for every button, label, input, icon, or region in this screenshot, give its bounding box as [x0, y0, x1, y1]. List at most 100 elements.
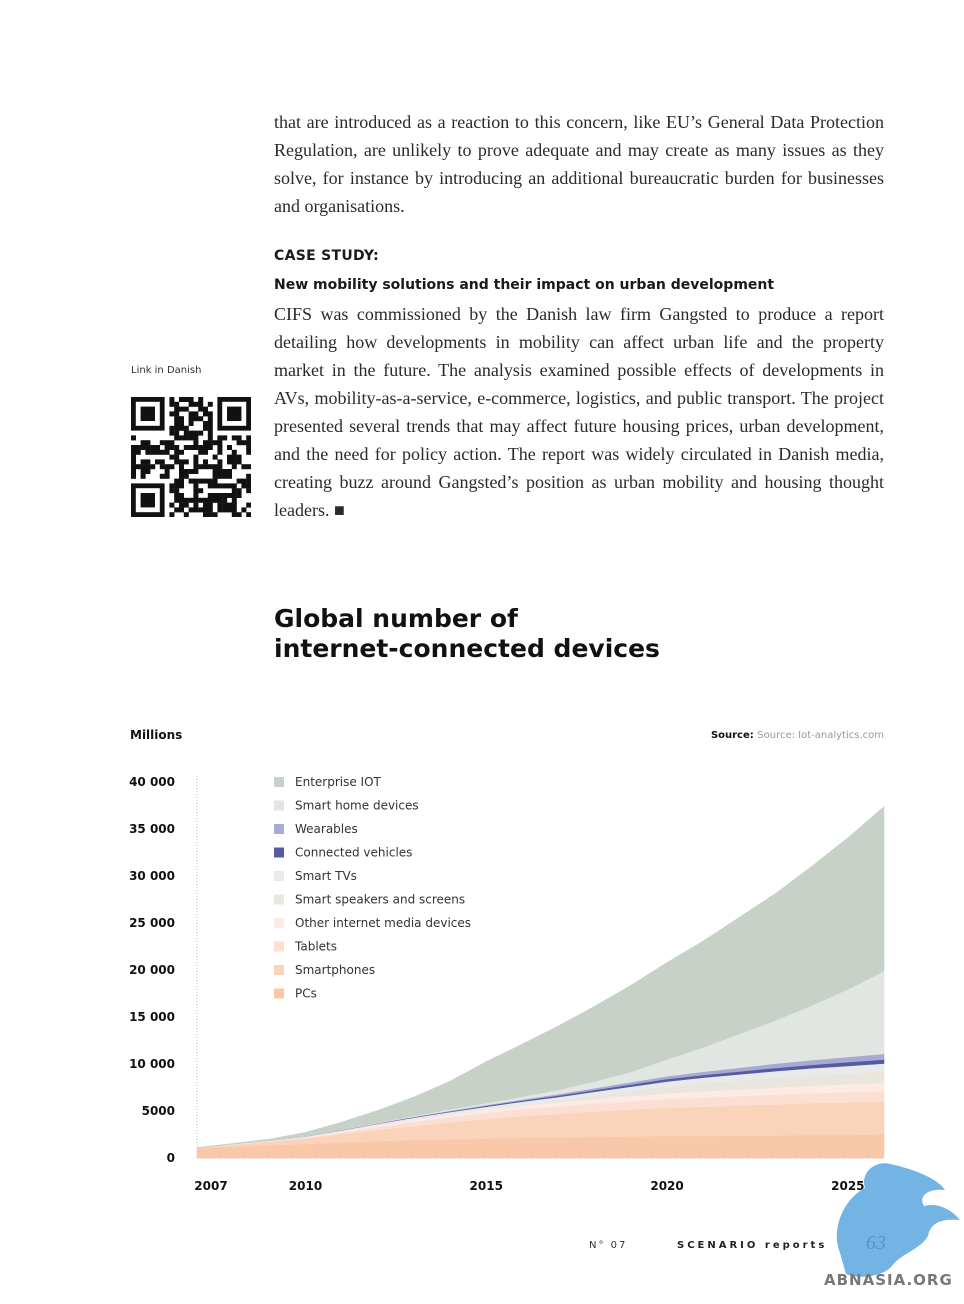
- y-tick-label: 35 000: [129, 822, 175, 836]
- qr-module: [212, 454, 218, 460]
- qr-module: [246, 473, 251, 479]
- y-tick-label: 40 000: [129, 775, 175, 789]
- qr-module: [203, 478, 208, 484]
- watermark-text: ABNASIA.ORG: [824, 1271, 953, 1289]
- legend-swatch: [274, 965, 284, 975]
- qr-module: [207, 445, 213, 450]
- legend-label: PCs: [295, 987, 317, 1001]
- qr-module: [207, 502, 213, 508]
- qr-module: [231, 483, 237, 489]
- qr-module: [222, 497, 228, 503]
- chart-title: Global number of internet-connected devi…: [274, 604, 714, 664]
- qr-module: [236, 478, 242, 484]
- qr-module: [169, 411, 175, 417]
- qr-module: [207, 435, 213, 441]
- legend-label: Connected vehicles: [295, 846, 412, 860]
- qr-module: [169, 512, 175, 517]
- qr-module: [140, 473, 146, 479]
- legend-label: Wearables: [295, 822, 358, 836]
- y-tick-label: 30 000: [129, 869, 175, 883]
- qr-module: [159, 449, 165, 455]
- qr-module: [207, 401, 213, 407]
- qr-module: [150, 449, 156, 455]
- qr-module: [188, 421, 194, 426]
- qr-module: [169, 397, 175, 402]
- qr-module: [131, 473, 136, 479]
- qr-module: [231, 449, 237, 455]
- legend-label: Other internet media devices: [295, 916, 471, 930]
- x-tick-label: 2020: [650, 1179, 683, 1193]
- y-tick-label: 0: [167, 1151, 175, 1165]
- qr-module: [222, 507, 228, 513]
- qr-module: [179, 464, 184, 470]
- qr-module: [193, 416, 199, 422]
- watermark-logo: ABNASIA.ORG: [824, 1163, 960, 1289]
- legend-item: Connected vehicles: [274, 846, 412, 860]
- qr-code-image[interactable]: [131, 397, 251, 517]
- qr-module: [246, 464, 251, 470]
- qr-module: [227, 483, 232, 489]
- x-tick-label: 2015: [470, 1179, 503, 1193]
- x-tick-label: 2007: [194, 1179, 227, 1193]
- footer-brand: SCENARIO reports: [677, 1240, 828, 1251]
- qr-module: [246, 440, 251, 446]
- qr-module: [159, 473, 165, 479]
- qr-module: [217, 435, 223, 441]
- qr-module: [131, 469, 136, 474]
- legend-swatch: [274, 918, 284, 928]
- qr-module: [236, 440, 242, 446]
- qr-module: [159, 459, 165, 465]
- qr-module: [188, 401, 194, 407]
- qr-finder-inner: [140, 493, 155, 508]
- qr-module: [222, 473, 228, 479]
- legend-item: Wearables: [274, 822, 358, 836]
- qr-module: [231, 464, 237, 470]
- qr-module: [193, 502, 199, 508]
- qr-module: [227, 493, 232, 498]
- qr-module: [174, 493, 180, 498]
- qr-module: [217, 469, 223, 474]
- qr-module: [183, 435, 189, 441]
- qr-module: [231, 459, 237, 465]
- x-tick-label: 2025: [831, 1179, 864, 1193]
- qr-module: [217, 440, 223, 446]
- qr-module: [179, 459, 184, 465]
- qr-module: [131, 449, 136, 455]
- qr-module: [207, 493, 213, 498]
- qr-module: [179, 416, 184, 422]
- qr-module: [174, 488, 180, 494]
- qr-module: [174, 445, 180, 450]
- qr-module: [198, 488, 204, 494]
- qr-module: [174, 411, 180, 417]
- chart-title-line-2: internet-connected devices: [274, 634, 660, 663]
- qr-module: [140, 464, 146, 470]
- qr-module: [174, 401, 180, 407]
- qr-module: [188, 411, 194, 417]
- qr-module: [140, 440, 146, 446]
- y-tick-label: 15 000: [129, 1010, 175, 1024]
- qr-module: [155, 445, 160, 450]
- x-tick-label: 2010: [289, 1179, 322, 1193]
- legend-item: Smart TVs: [274, 869, 357, 883]
- qr-module: [183, 502, 189, 508]
- qr-module: [188, 435, 194, 441]
- qr-module: [231, 512, 237, 517]
- qr-module: [198, 449, 204, 455]
- qr-module: [212, 473, 218, 479]
- qr-module: [169, 502, 175, 508]
- qr-module: [207, 421, 213, 426]
- qr-module: [174, 425, 180, 431]
- qr-module: [241, 478, 247, 484]
- qr-module: [193, 469, 199, 474]
- qr-module: [193, 435, 199, 441]
- qr-module: [203, 449, 208, 455]
- qr-module: [246, 483, 251, 489]
- y-tick-label: 25 000: [129, 916, 175, 930]
- qr-module: [198, 430, 204, 436]
- qr-module: [198, 507, 204, 513]
- qr-module: [174, 454, 180, 460]
- qr-module: [203, 502, 208, 508]
- qr-module: [188, 416, 194, 422]
- qr-module: [193, 454, 199, 460]
- qr-module: [188, 497, 194, 503]
